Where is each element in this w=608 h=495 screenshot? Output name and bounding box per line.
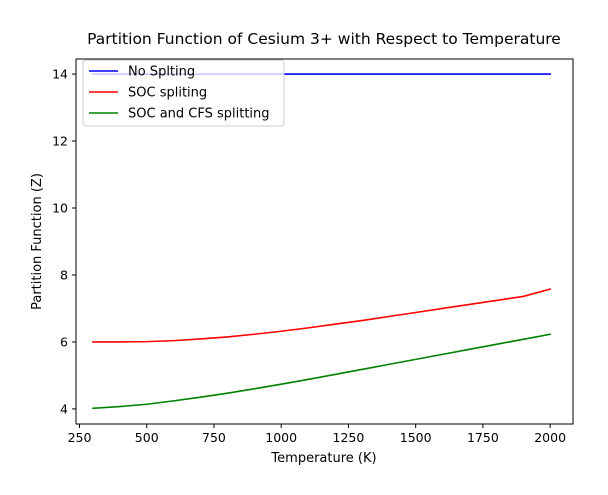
legend-box [82,59,285,127]
series-line-2 [92,288,552,343]
x-tick-label: 250 [68,430,92,445]
x-tick-label: 500 [135,430,159,445]
y-tick-label: 12 [52,134,68,149]
series-line-3 [92,333,552,410]
x-tick-label: 1250 [333,430,365,445]
x-tick-label: 750 [202,430,226,445]
y-tick-label: 14 [52,67,68,82]
legend-label-3: SOC and CFS splitting [128,107,270,122]
plot-border [75,58,574,425]
x-tick-label: 1500 [400,430,432,445]
x-tick-label: 1750 [467,430,499,445]
y-tick-label: 4 [60,401,68,416]
x-axis: 250 500 750 1000 1250 1500 1750 2000 [68,424,566,445]
legend-label-2: SOC spliting [128,86,207,101]
chart-title: Partition Function of Cesium 3+ with Res… [87,30,561,48]
y-tick-label: 10 [52,201,68,216]
y-tick-label: 6 [60,334,68,349]
y-axis-label: Partition Function (Z) [30,173,45,310]
y-axis: 4 6 8 10 12 14 [52,67,76,416]
y-tick-label: 8 [60,267,68,282]
legend: No Splting SOC spliting SOC and CFS splitt… [82,59,285,127]
legend-label-1: No Splting [128,65,195,80]
legend-entries: No Splting SOC spliting SOC and CFS splitt… [89,65,270,122]
x-tick-label: 1000 [265,430,297,445]
x-axis-label: Temperature (K) [270,451,376,466]
x-tick-label: 2000 [534,430,566,445]
